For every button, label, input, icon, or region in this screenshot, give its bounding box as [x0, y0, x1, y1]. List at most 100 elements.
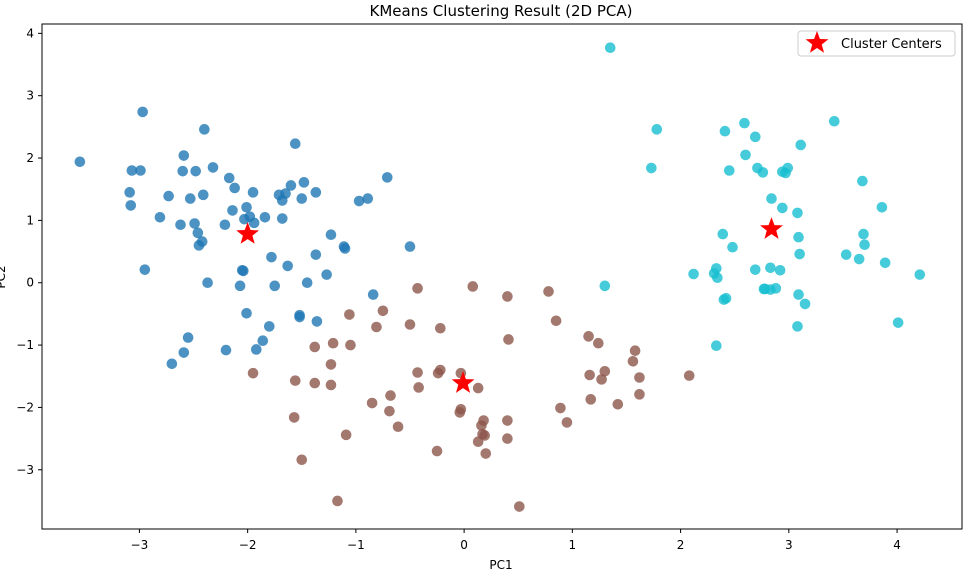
- scatter-point: [612, 399, 624, 410]
- plot-area: [74, 42, 926, 512]
- scatter-point: [392, 421, 404, 433]
- scatter-point: [467, 281, 479, 292]
- scatter-point: [853, 253, 865, 265]
- scatter-point: [269, 280, 281, 292]
- series-1: [247, 281, 695, 512]
- scatter-point: [229, 182, 240, 194]
- scatter-point: [371, 321, 382, 333]
- x-tick-label: 4: [893, 538, 901, 552]
- scatter-point: [182, 332, 194, 343]
- scatter-point: [646, 162, 657, 174]
- scatter-point: [285, 180, 297, 191]
- scatter-point: [296, 454, 308, 466]
- scatter-point: [207, 162, 219, 173]
- scatter-point: [739, 117, 750, 129]
- scatter-point: [795, 139, 807, 151]
- scatter-point: [74, 156, 86, 168]
- x-tick-label: 2: [677, 538, 685, 552]
- series-0: [74, 106, 416, 370]
- scatter-point: [561, 417, 573, 428]
- scatter-point: [792, 207, 803, 219]
- scatter-point: [859, 239, 870, 250]
- scatter-point: [197, 189, 209, 201]
- scatter-point: [296, 193, 308, 204]
- scatter-point: [431, 445, 443, 457]
- scatter-point: [311, 316, 323, 327]
- scatter-point: [634, 389, 645, 400]
- axis-ticks: −3 −2 −1 0 1 2 3 4 −3 −2 −1 0 1 2 3 4: [16, 26, 901, 552]
- scatter-point: [723, 165, 735, 176]
- y-tick-label: 0: [26, 276, 34, 290]
- scatter-point: [543, 286, 554, 297]
- scatter-point: [366, 397, 378, 409]
- scatter-point: [629, 345, 641, 356]
- scatter-point: [412, 367, 423, 378]
- scatter-point: [247, 187, 259, 198]
- scatter-point: [301, 277, 313, 289]
- scatter-point: [683, 370, 695, 381]
- scatter-point: [740, 149, 751, 161]
- scatter-point: [345, 339, 356, 351]
- y-tick-label: 3: [26, 89, 34, 103]
- scatter-point: [727, 241, 738, 253]
- scatter-point: [175, 219, 186, 231]
- scatter-point: [219, 219, 231, 231]
- scatter-point: [502, 433, 513, 444]
- scatter-point: [251, 344, 262, 355]
- scatter-point: [163, 190, 174, 202]
- scatter-point: [227, 205, 238, 216]
- scatter-point: [749, 131, 761, 143]
- scatter-point: [298, 177, 310, 188]
- scatter-point: [184, 193, 196, 204]
- scatter-point: [749, 264, 761, 275]
- scatter-point: [799, 298, 811, 310]
- legend-label-cluster-centers: Cluster Centers: [841, 37, 942, 52]
- scatter-point: [339, 243, 351, 254]
- x-tick-label: −2: [239, 538, 257, 552]
- scatter-point: [413, 382, 424, 393]
- scatter-point: [840, 249, 852, 260]
- scatter-point: [125, 200, 137, 211]
- scatter-point: [879, 257, 891, 269]
- y-tick-label: −1: [16, 338, 34, 352]
- scatter-point: [310, 187, 322, 198]
- scatter-point: [178, 347, 190, 358]
- scatter-point: [325, 359, 337, 370]
- scatter-point: [309, 377, 321, 389]
- scatter-point: [585, 394, 597, 405]
- scatter-point: [236, 264, 248, 276]
- scatter-point: [719, 125, 731, 137]
- scatter-point: [234, 280, 246, 292]
- scatter-point: [857, 175, 868, 187]
- scatter-point: [310, 249, 322, 260]
- legend-box: [797, 30, 956, 57]
- y-tick-label: −3: [16, 463, 34, 477]
- x-tick-label: 1: [569, 538, 577, 552]
- x-tick-label: −3: [131, 538, 149, 552]
- scatter-point: [774, 264, 786, 276]
- x-axis-label: PC1: [489, 558, 512, 572]
- scatter-point: [220, 344, 232, 356]
- scatter-point: [288, 412, 300, 423]
- scatter-point: [593, 337, 604, 349]
- scatter-point: [257, 335, 269, 347]
- scatter-point: [555, 402, 566, 414]
- scatter-point: [717, 228, 729, 240]
- scatter-point: [248, 217, 260, 229]
- scatter-point: [263, 321, 275, 332]
- scatter-point: [289, 138, 301, 149]
- scatter-point: [651, 124, 663, 135]
- scatter-point: [604, 42, 616, 53]
- cluster-centers: [236, 217, 783, 393]
- scatter-point: [502, 415, 513, 426]
- x-tick-label: 3: [785, 538, 793, 552]
- scatter-point: [634, 372, 645, 383]
- scatter-point: [404, 241, 416, 252]
- scatter-point: [190, 165, 201, 177]
- x-tick-label: 0: [460, 538, 468, 552]
- scatter-point: [892, 317, 904, 328]
- scatter-point: [480, 448, 492, 459]
- scatter-point: [282, 260, 293, 272]
- scatter-point: [154, 211, 166, 223]
